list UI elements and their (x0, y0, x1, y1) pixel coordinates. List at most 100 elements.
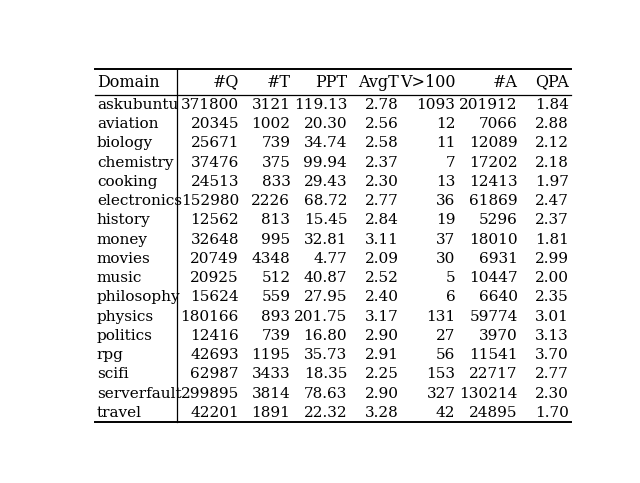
Text: 739: 739 (261, 136, 291, 150)
Text: 3433: 3433 (252, 367, 291, 381)
Text: 1.97: 1.97 (535, 175, 569, 189)
Text: #Q: #Q (212, 73, 239, 91)
Text: 2.09: 2.09 (365, 252, 399, 266)
Text: 299895: 299895 (180, 386, 239, 400)
Text: 152980: 152980 (180, 194, 239, 208)
Text: 2.56: 2.56 (365, 117, 399, 131)
Text: 12413: 12413 (469, 175, 518, 189)
Text: 813: 813 (261, 213, 291, 227)
Text: 7066: 7066 (479, 117, 518, 131)
Text: 1002: 1002 (252, 117, 291, 131)
Text: 2.52: 2.52 (365, 271, 399, 285)
Text: 2.37: 2.37 (365, 156, 399, 170)
Text: 833: 833 (262, 175, 291, 189)
Text: 180166: 180166 (180, 310, 239, 324)
Text: 22717: 22717 (469, 367, 518, 381)
Text: 13: 13 (436, 175, 456, 189)
Text: askubuntu: askubuntu (97, 98, 178, 112)
Text: 22.32: 22.32 (303, 406, 348, 420)
Text: 3.11: 3.11 (365, 232, 399, 246)
Text: 42: 42 (436, 406, 456, 420)
Text: #A: #A (493, 73, 518, 91)
Text: 4.77: 4.77 (314, 252, 348, 266)
Text: Domain: Domain (97, 73, 159, 91)
Text: 2.12: 2.12 (535, 136, 569, 150)
Text: 2.90: 2.90 (365, 386, 399, 400)
Text: #T: #T (266, 73, 291, 91)
Text: 739: 739 (261, 329, 291, 343)
Text: 2.88: 2.88 (535, 117, 569, 131)
Text: 375: 375 (262, 156, 291, 170)
Text: 20925: 20925 (190, 271, 239, 285)
Text: history: history (97, 213, 150, 227)
Text: 32648: 32648 (191, 232, 239, 246)
Text: 29.43: 29.43 (303, 175, 348, 189)
Text: 2.84: 2.84 (365, 213, 399, 227)
Text: physics: physics (97, 310, 154, 324)
Text: 893: 893 (261, 310, 291, 324)
Text: 18.35: 18.35 (304, 367, 348, 381)
Text: 371800: 371800 (181, 98, 239, 112)
Text: 11541: 11541 (469, 348, 518, 362)
Text: 1.81: 1.81 (535, 232, 569, 246)
Text: 2.40: 2.40 (365, 290, 399, 304)
Text: 201912: 201912 (459, 98, 518, 112)
Text: 2.35: 2.35 (535, 290, 569, 304)
Text: 559: 559 (261, 290, 291, 304)
Text: 27: 27 (436, 329, 456, 343)
Text: scifi: scifi (97, 367, 129, 381)
Text: 16.80: 16.80 (303, 329, 348, 343)
Text: travel: travel (97, 406, 142, 420)
Text: 61869: 61869 (469, 194, 518, 208)
Text: 201.75: 201.75 (294, 310, 348, 324)
Text: AvgT: AvgT (358, 73, 399, 91)
Text: 30: 30 (436, 252, 456, 266)
Text: 2.78: 2.78 (365, 98, 399, 112)
Text: philosophy: philosophy (97, 290, 180, 304)
Text: 34.74: 34.74 (304, 136, 348, 150)
Text: 42201: 42201 (190, 406, 239, 420)
Text: 2.91: 2.91 (365, 348, 399, 362)
Text: 2.77: 2.77 (535, 367, 569, 381)
Text: serverfault: serverfault (97, 386, 182, 400)
Text: 99.94: 99.94 (303, 156, 348, 170)
Text: 3.70: 3.70 (535, 348, 569, 362)
Text: 18010: 18010 (469, 232, 518, 246)
Text: 3121: 3121 (252, 98, 291, 112)
Text: 130214: 130214 (460, 386, 518, 400)
Text: 56: 56 (436, 348, 456, 362)
Text: 36: 36 (436, 194, 456, 208)
Text: 512: 512 (261, 271, 291, 285)
Text: 7: 7 (446, 156, 456, 170)
Text: 2.90: 2.90 (365, 329, 399, 343)
Text: 12: 12 (436, 117, 456, 131)
Text: cooking: cooking (97, 175, 157, 189)
Text: 2.77: 2.77 (365, 194, 399, 208)
Text: 119.13: 119.13 (294, 98, 348, 112)
Text: 5: 5 (446, 271, 456, 285)
Text: QPA: QPA (535, 73, 569, 91)
Text: 995: 995 (261, 232, 291, 246)
Text: 37: 37 (436, 232, 456, 246)
Text: V>100: V>100 (400, 73, 456, 91)
Text: 37476: 37476 (191, 156, 239, 170)
Text: 2.30: 2.30 (365, 175, 399, 189)
Text: 2.99: 2.99 (535, 252, 569, 266)
Text: 2.25: 2.25 (365, 367, 399, 381)
Text: chemistry: chemistry (97, 156, 173, 170)
Text: 1.84: 1.84 (535, 98, 569, 112)
Text: 15624: 15624 (190, 290, 239, 304)
Text: 1195: 1195 (252, 348, 291, 362)
Text: 2.00: 2.00 (535, 271, 569, 285)
Text: 1891: 1891 (252, 406, 291, 420)
Text: 20749: 20749 (190, 252, 239, 266)
Text: 24513: 24513 (191, 175, 239, 189)
Text: 2.58: 2.58 (365, 136, 399, 150)
Text: 15.45: 15.45 (304, 213, 348, 227)
Text: 59774: 59774 (469, 310, 518, 324)
Text: PPT: PPT (315, 73, 348, 91)
Text: 12562: 12562 (190, 213, 239, 227)
Text: 2.18: 2.18 (535, 156, 569, 170)
Text: 2226: 2226 (252, 194, 291, 208)
Text: 153: 153 (426, 367, 456, 381)
